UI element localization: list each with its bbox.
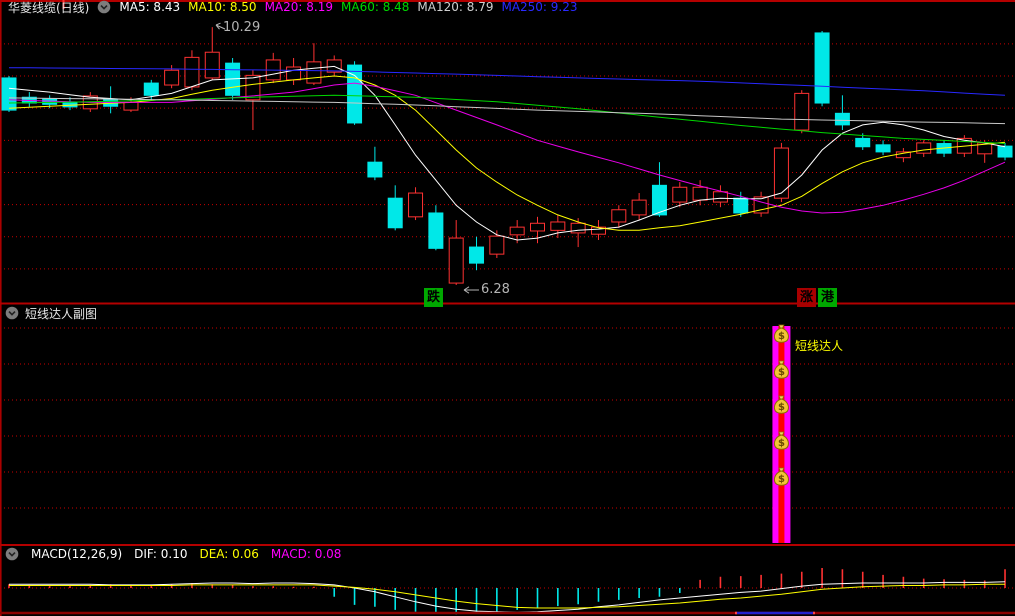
macd-header: MACD(12,26,9) DIF: 0.10 DEA: 0.06 MACD: …	[5, 546, 341, 562]
high-price-label: 10.29	[223, 20, 261, 35]
macd-dif-value: DIF: 0.10	[134, 547, 188, 561]
chevron-down-icon[interactable]	[5, 547, 19, 561]
subchart-header: 短线达人副图	[5, 304, 97, 322]
legend-ma20: MA20: 8.19	[264, 0, 333, 14]
fall-marker-badge: 跌	[424, 288, 443, 307]
svg-text:$: $	[778, 331, 785, 342]
svg-text:$: $	[778, 474, 785, 485]
rise-marker-badge: 涨	[797, 288, 816, 307]
legend-ma120: MA120: 8.79	[417, 0, 494, 14]
legend-ma5: MA5: 8.43	[119, 0, 181, 14]
low-price-label: 6.28	[481, 282, 510, 297]
port-marker-badge: 港	[818, 288, 837, 307]
svg-text:$: $	[778, 367, 785, 378]
signal-text-label: 短线达人	[795, 339, 844, 353]
chevron-down-icon[interactable]	[5, 306, 19, 320]
svg-text:$: $	[778, 438, 785, 449]
macd-macd-value: MACD: 0.08	[270, 547, 342, 561]
legend-ma10: MA10: 8.50	[188, 0, 257, 14]
svg-text:$: $	[778, 402, 785, 413]
stock-title: 华菱线缆(日线)	[8, 0, 90, 15]
legend-ma60: MA60: 8.48	[341, 0, 410, 14]
macd-dea-value: DEA: 0.06	[199, 547, 259, 561]
chevron-down-icon[interactable]	[97, 0, 111, 14]
subchart-title: 短线达人副图	[25, 306, 98, 321]
legend-ma250: MA250: 9.23	[501, 0, 578, 14]
macd-title: MACD(12,26,9)	[31, 547, 123, 561]
main-chart-header: 华菱线缆(日线) MA5: 8.43 MA10: 8.50 MA20: 8.19…	[8, 0, 578, 15]
